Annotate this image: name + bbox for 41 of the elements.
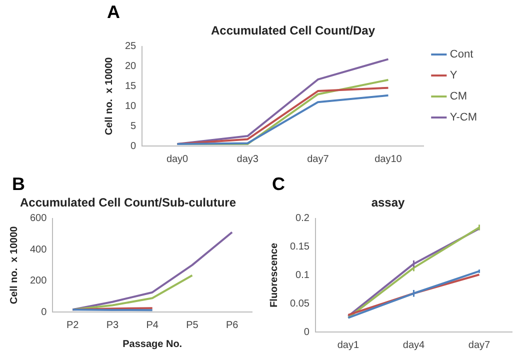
x-tick-label: day10 [374,154,402,165]
x-tick-label: P3 [106,320,120,331]
y-tick-label: 0 [130,140,137,152]
legend-label: Cont [450,48,474,61]
x-tick-label: day4 [402,340,426,351]
legend-label: Y-CM [450,112,478,124]
y-tick-label: 600 [30,213,48,224]
x-tick-label: P2 [66,320,80,331]
y-axis-title: Cell no. x 10000 [8,226,20,304]
x-axis-title: Passage No. [122,338,182,350]
y-tick-label: 25 [125,41,137,52]
chart-title: Accumulated Cell Count/Day [210,24,376,38]
y-tick-label: 5 [130,120,137,132]
y-tick-label: 0.05 [290,298,310,310]
x-tick-label: P4 [146,320,159,331]
x-tick-label: P6 [226,320,239,331]
x-tick-label: day3 [236,154,259,165]
text: C [272,174,285,194]
y-tick-label: 15 [125,80,137,92]
y-tick-label: 0.1 [296,270,310,281]
x-tick-label: P5 [186,320,199,331]
y-axis-title: Cell no. x 10000 [104,56,115,136]
chart-title: assay [371,196,406,210]
y-axis-title: Fluorescence [268,242,280,308]
y-tick-label: 200 [30,276,48,287]
legend-label: CM [450,90,468,103]
y-tick-label: 0 [304,326,310,338]
text: B [12,174,25,194]
y-tick-label: 10 [125,100,137,112]
x-tick-label: day7 [468,340,491,351]
x-tick-label: day1 [337,340,360,351]
y-tick-label: 400 [30,244,48,256]
y-tick-label: 20 [125,61,137,72]
x-tick-label: day7 [307,154,330,165]
legend-label: Y [450,70,458,82]
y-tick-label: 0.2 [296,213,310,224]
text: A [107,2,120,22]
chart-title: Accumulated Cell Count/Sub-culuture [20,196,236,210]
x-tick-label: day0 [166,154,189,165]
y-tick-label: 0 [41,306,48,318]
y-tick-label: 0.15 [290,242,310,253]
